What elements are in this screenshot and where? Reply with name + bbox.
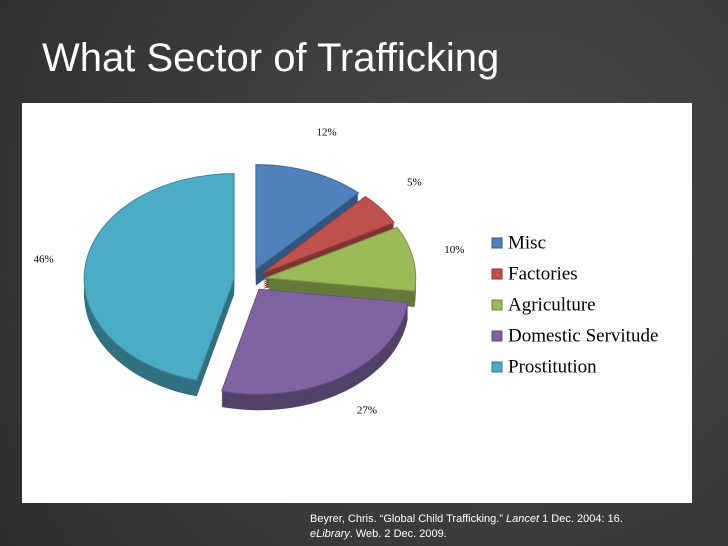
citation-text: 1 Dec. 2004: 16. <box>539 513 623 525</box>
slice <box>255 164 360 271</box>
legend-label: Prostitution <box>508 356 597 377</box>
legend-label: Agriculture <box>508 294 596 315</box>
citation: Beyrer, Chris. “Global Child Trafficking… <box>310 512 623 542</box>
legend-swatch <box>491 361 503 373</box>
data-label: 10% <box>444 244 464 256</box>
data-label: 12% <box>316 126 336 138</box>
legend-label: Misc <box>508 232 546 253</box>
citation-text: . Web. 2 Dec. 2009. <box>349 528 447 540</box>
data-label: 27% <box>357 404 377 416</box>
slice <box>265 226 417 292</box>
data-label: 46% <box>34 254 54 266</box>
legend-swatch <box>491 268 503 280</box>
legend-swatch <box>491 330 503 342</box>
citation-line: Beyrer, Chris. “Global Child Trafficking… <box>310 512 623 527</box>
slice <box>221 288 409 395</box>
legend-label: Domestic Servitude <box>508 325 658 346</box>
slice <box>83 173 235 381</box>
citation-text: Beyrer, Chris. “Global Child Trafficking… <box>310 513 507 525</box>
citation-line: eLibrary. Web. 2 Dec. 2009. <box>310 527 623 542</box>
slice <box>262 195 395 274</box>
data-label: 5% <box>407 177 422 189</box>
slide-title: What Sector of Trafficking <box>42 36 500 80</box>
legend-swatch <box>491 299 503 311</box>
citation-text: Lancet <box>506 513 540 525</box>
legend-swatch <box>491 237 503 249</box>
legend-label: Factories <box>508 263 578 284</box>
citation-text: eLibrary <box>310 528 350 540</box>
